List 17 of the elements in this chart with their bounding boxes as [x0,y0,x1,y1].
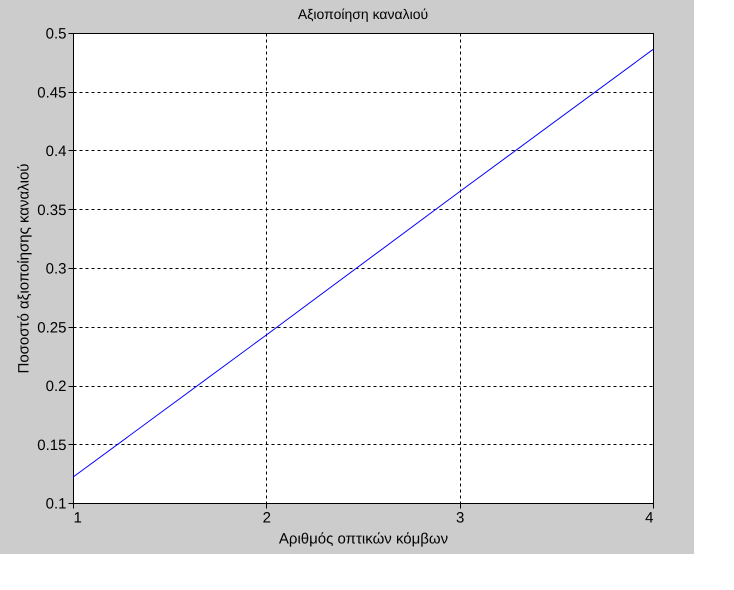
y-tick-label: 0.4 [46,143,66,160]
y-tick-label: 0.1 [46,496,66,512]
y-tick-label: 0.15 [37,436,66,454]
x-tick-label: 2 [262,510,272,526]
y-axis-title: Ποσοστό αξιοποίησης καναλιού [15,163,32,374]
line-series [72,48,654,478]
x-tick-label: 4 [645,510,654,526]
y-tick-label: 0.5 [46,26,66,42]
x-tick-label: 1 [74,510,82,526]
y-tick-label: 0.25 [37,319,66,336]
y-tick-label: 0.3 [46,260,66,278]
chart-title: Αξιοποίηση καναλιού [298,6,428,22]
x-axis-title: Αριθμός οπτικών κόμβων [278,530,448,548]
x-tick-label: 3 [456,510,464,526]
y-tick-label: 0.2 [46,378,66,395]
y-tick-label: 0.45 [37,84,66,102]
y-tick-label: 0.35 [37,202,66,219]
